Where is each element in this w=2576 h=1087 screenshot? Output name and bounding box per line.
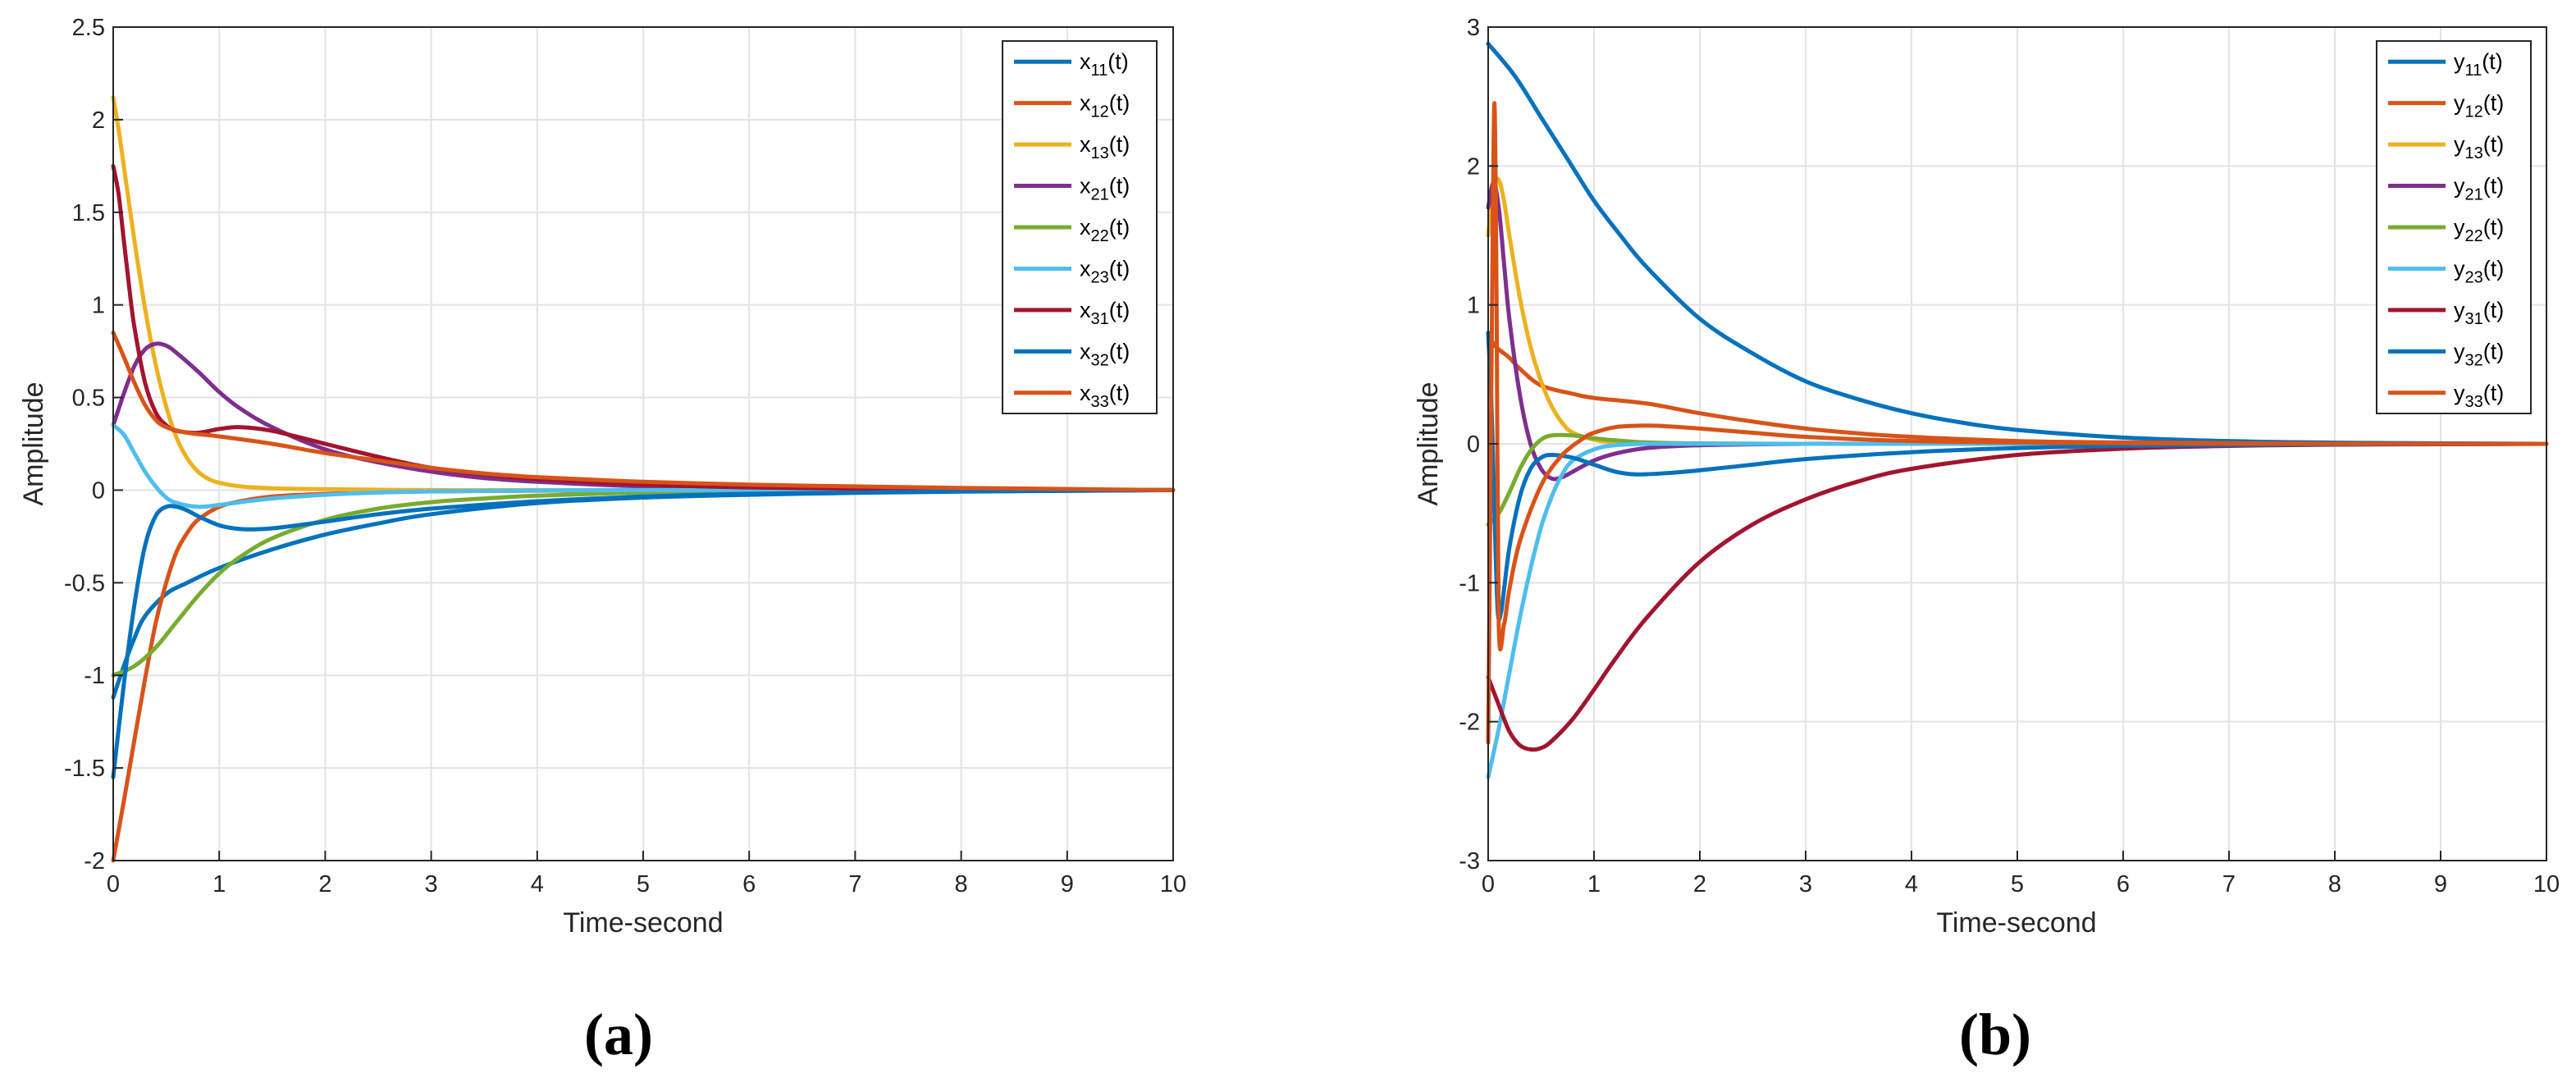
x-tick-label-b: 0 bbox=[1482, 871, 1495, 897]
legend-entry-label: x13(t) bbox=[1080, 132, 1130, 162]
x-tick-label-b: 6 bbox=[2117, 871, 2130, 897]
ticks-a: 0 1 2 3 4 5 6 7 8 9 10 -2 -1.5 -1 -0.5 0 0.5 1 1.5 2 2.5 bbox=[64, 15, 1186, 897]
x-tick-label-b: 1 bbox=[1587, 871, 1601, 897]
series-line-x33t bbox=[111, 331, 1176, 492]
panel-caption-b: (b) bbox=[1959, 1002, 2031, 1067]
legend-entry-label: x11(t) bbox=[1080, 49, 1129, 80]
y-axis-label-a: Amplitude bbox=[18, 381, 49, 505]
legend-entry-label: y12(t) bbox=[2454, 91, 2504, 121]
x-tick-label-a: 10 bbox=[1160, 871, 1186, 897]
x-tick-label-b: 3 bbox=[1799, 871, 1812, 897]
legend-entry-label: y13(t) bbox=[2454, 132, 2504, 162]
legend-entry-label: x12(t) bbox=[1080, 91, 1130, 121]
ticks-b: 0 1 2 3 4 5 6 7 8 9 10 -3 -2 -1 0 1 2 3 bbox=[1459, 15, 2560, 897]
y-tick-label-a: 0.5 bbox=[72, 386, 105, 412]
x-tick-label-b: 4 bbox=[1905, 871, 1918, 897]
series-line-y23t bbox=[1486, 441, 2549, 779]
x-tick-label-b: 8 bbox=[2328, 871, 2341, 897]
x-tick-label-a: 8 bbox=[955, 871, 968, 897]
y-tick-label-b: -2 bbox=[1459, 710, 1480, 736]
legend-entry-label: y31(t) bbox=[2454, 298, 2504, 328]
legend-a: x11(t) x12(t) x13(t) x21(t) x22(t) x23(t) x31(… bbox=[1002, 40, 1158, 414]
x-tick-label-b: 9 bbox=[2434, 871, 2447, 897]
x-tick-label-a: 6 bbox=[742, 871, 756, 897]
y-tick-label-a: -1 bbox=[84, 663, 105, 689]
y-tick-label-a: 2.5 bbox=[72, 15, 105, 41]
x-tick-label-a: 7 bbox=[848, 871, 861, 897]
series-line-y33t bbox=[1486, 101, 2549, 745]
x-tick-label-a: 4 bbox=[531, 871, 544, 897]
y-tick-label-b: 2 bbox=[1467, 153, 1480, 180]
y-tick-label-b: 3 bbox=[1467, 15, 1480, 41]
panel-b-chart: 0 1 2 3 4 5 6 7 8 9 10 -3 -2 -1 0 1 2 3 Time-second Ampli… bbox=[1413, 15, 2560, 1067]
x-tick-label-a: 0 bbox=[107, 871, 120, 897]
legend-entry-label: x31(t) bbox=[1080, 298, 1130, 328]
y-tick-label-a: -2 bbox=[84, 848, 105, 875]
legend-entry-label: x22(t) bbox=[1080, 215, 1130, 245]
series-b bbox=[1486, 41, 2549, 779]
x-tick-label-b: 10 bbox=[2533, 871, 2560, 897]
legend-b: y11(t) y12(t) y13(t) y21(t) y22(t) y23(t) y31(… bbox=[2376, 40, 2532, 414]
y-tick-label-a: 1 bbox=[92, 293, 105, 319]
legend-entry-label: x32(t) bbox=[1080, 339, 1130, 369]
x-axis-label-b: Time-second bbox=[1936, 907, 2096, 939]
legend-entry-label: y22(t) bbox=[2454, 215, 2504, 245]
x-tick-label-a: 2 bbox=[318, 871, 331, 897]
y-tick-label-b: -1 bbox=[1459, 570, 1480, 596]
panel-a-chart: 0 1 2 3 4 5 6 7 8 9 10 -2 -1.5 -1 -0.5 0 0.5 1 1.5 2 2.5 Tim… bbox=[18, 15, 1186, 1067]
legend-entry-label: y32(t) bbox=[2454, 339, 2504, 369]
y-tick-label-a: 2 bbox=[92, 107, 105, 134]
y-axis-label-b: Amplitude bbox=[1413, 381, 1444, 505]
series-line-x23t bbox=[111, 422, 1176, 509]
legend-entry-label: x23(t) bbox=[1080, 256, 1130, 286]
x-tick-label-a: 1 bbox=[212, 871, 226, 897]
x-tick-label-a: 5 bbox=[637, 871, 650, 897]
legend-entry-label: y11(t) bbox=[2454, 49, 2503, 80]
y-tick-label-b: 1 bbox=[1467, 293, 1480, 319]
legend-entry-label: x33(t) bbox=[1080, 381, 1130, 411]
legend-entry-label: y33(t) bbox=[2454, 381, 2504, 411]
x-axis-label-a: Time-second bbox=[563, 907, 723, 939]
series-line-x31t bbox=[111, 163, 1176, 492]
x-tick-label-b: 5 bbox=[2011, 871, 2024, 897]
legend-entry-label: y21(t) bbox=[2454, 174, 2504, 204]
x-tick-label-b: 7 bbox=[2222, 871, 2236, 897]
series-line-x32t bbox=[111, 487, 1176, 779]
y-tick-label-b: 0 bbox=[1467, 432, 1480, 458]
x-tick-label-b: 2 bbox=[1693, 871, 1706, 897]
series-a bbox=[111, 95, 1176, 863]
legend-entry-label: x21(t) bbox=[1080, 174, 1130, 204]
panel-caption-a: (a) bbox=[584, 1002, 653, 1067]
legend-entry-label: y23(t) bbox=[2454, 256, 2504, 286]
x-tick-label-a: 3 bbox=[425, 871, 438, 897]
y-tick-label-a: -1.5 bbox=[64, 756, 105, 782]
x-tick-label-a: 9 bbox=[1061, 871, 1074, 897]
y-tick-label-a: 0 bbox=[92, 477, 105, 504]
y-tick-label-a: -0.5 bbox=[64, 570, 105, 596]
y-tick-label-a: 1.5 bbox=[72, 200, 105, 226]
y-tick-label-b: -3 bbox=[1459, 848, 1480, 875]
